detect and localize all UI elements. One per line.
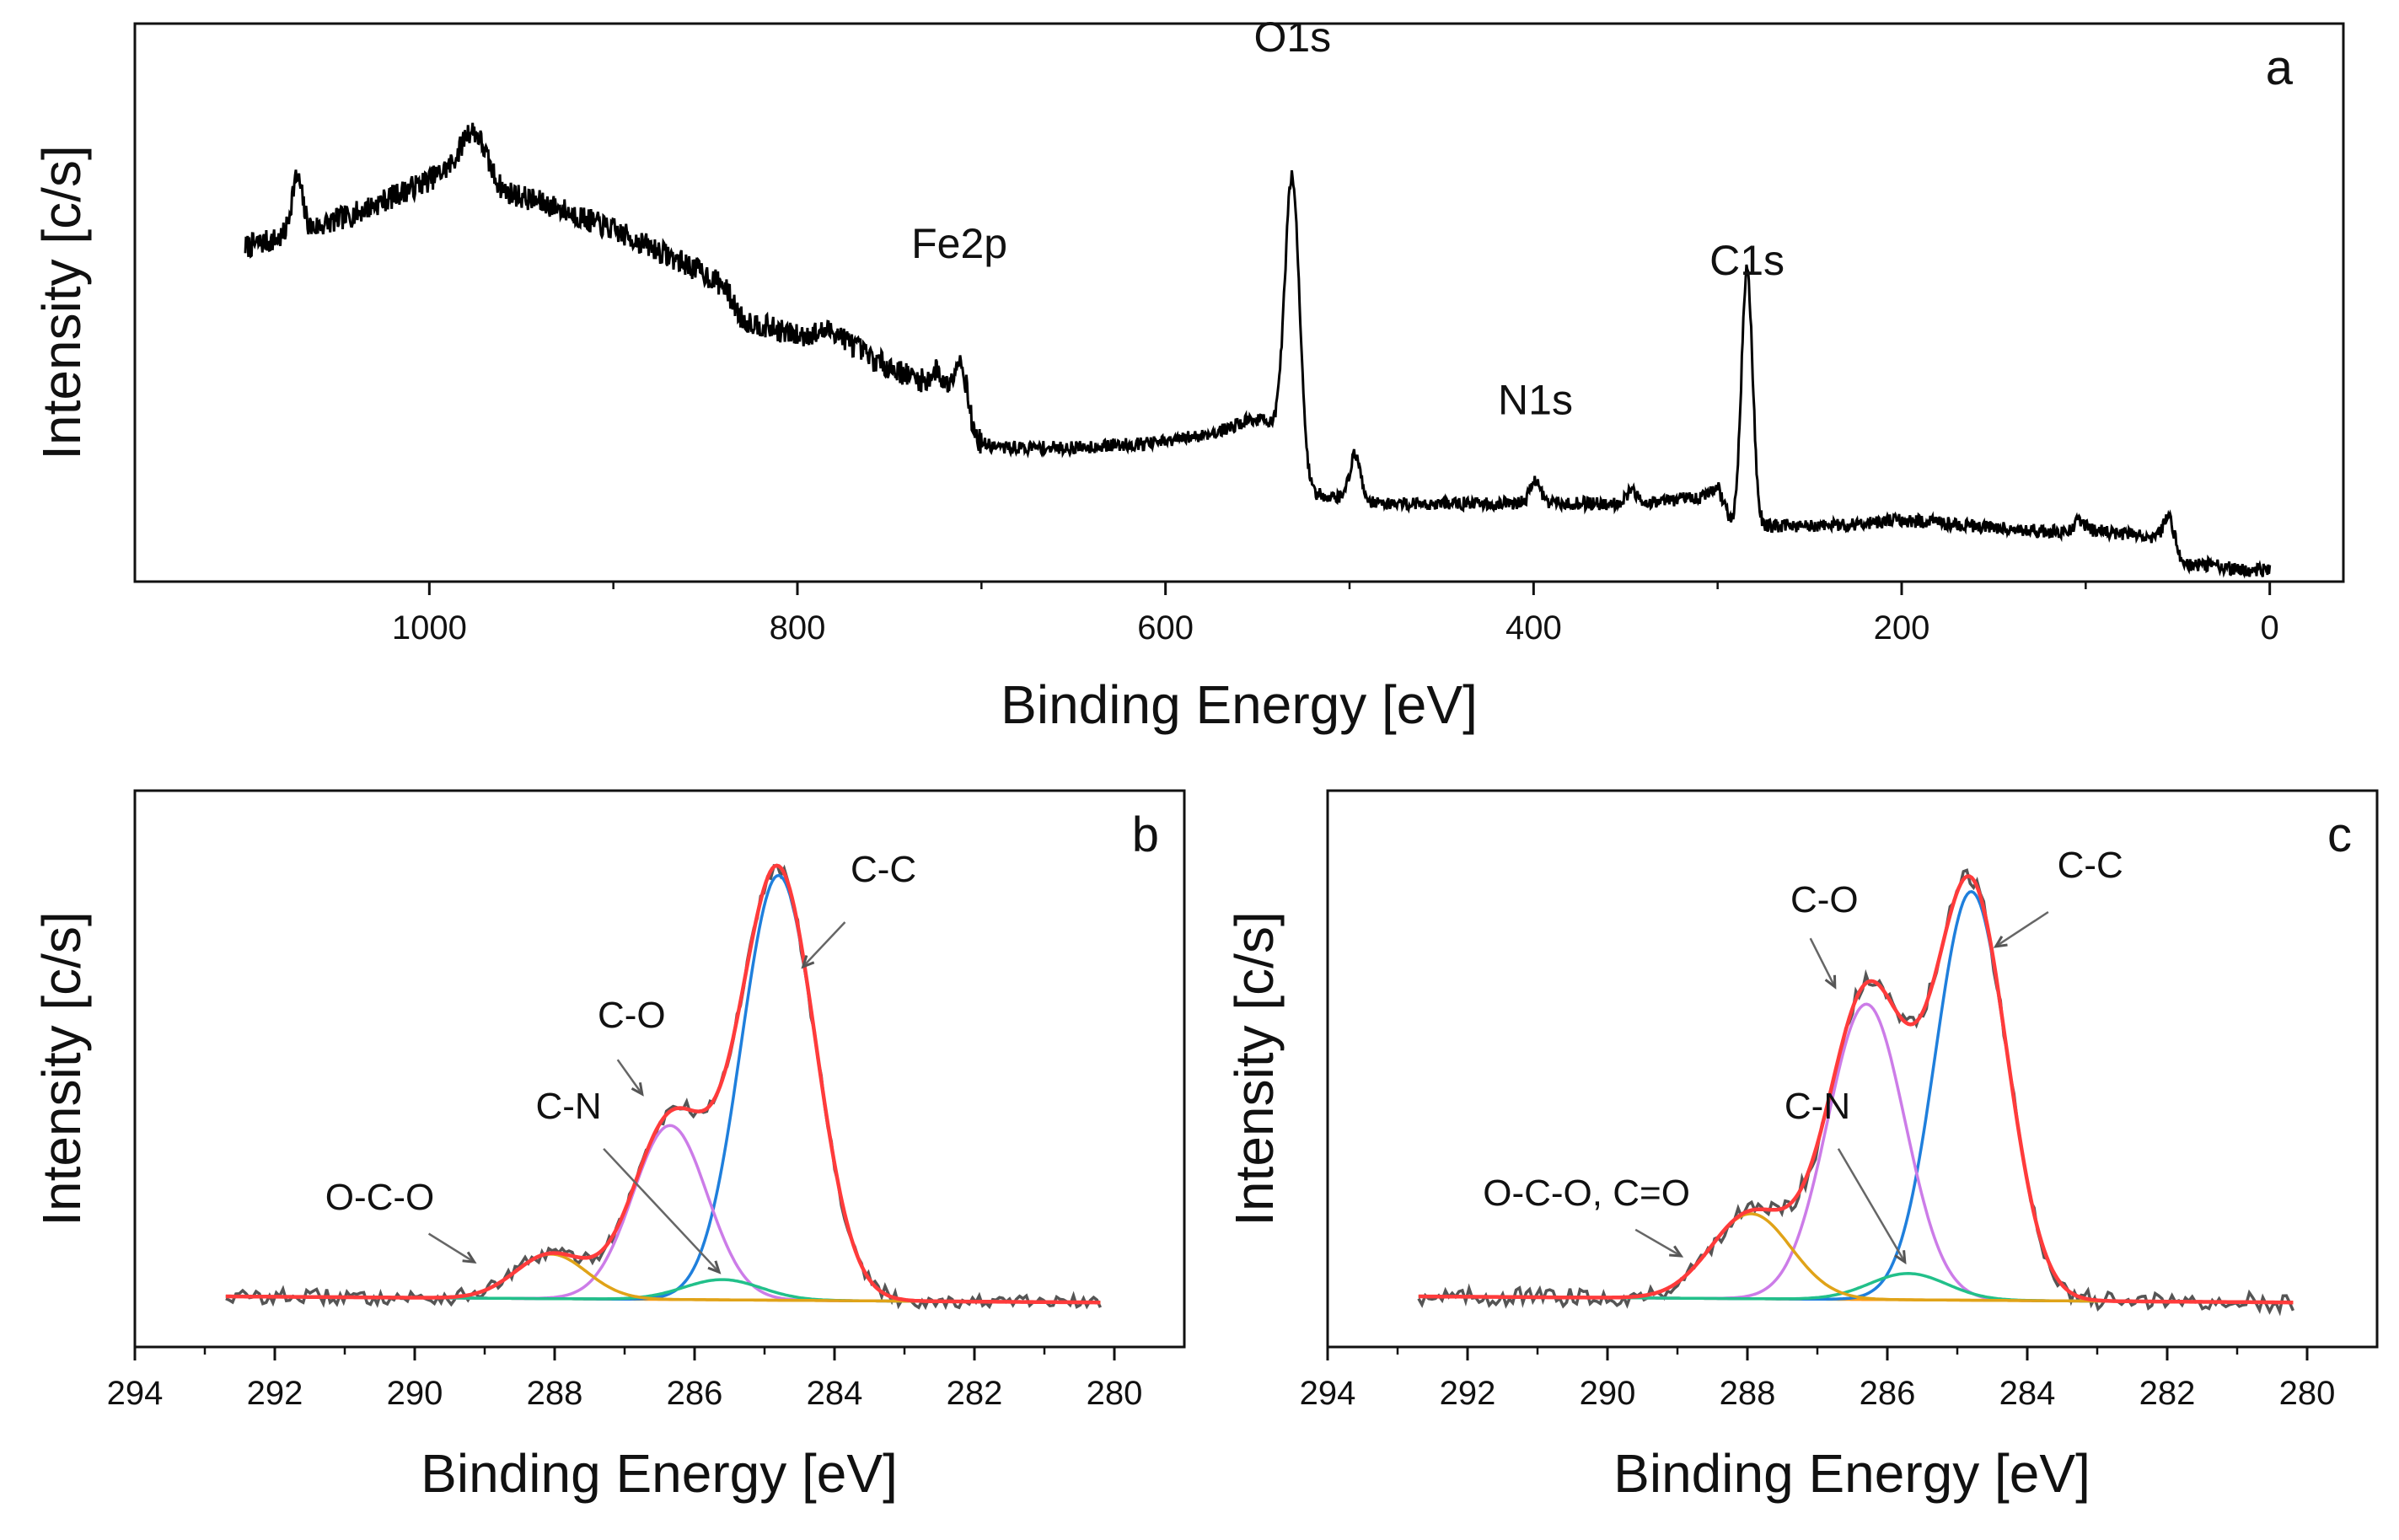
panel-a: a Intensity [c/s] Binding Energy [eV] 10… — [31, 13, 2345, 735]
fit-curves-c — [1417, 868, 2295, 1317]
x-tick-label-a-200: 200 — [1874, 609, 1930, 647]
peak-label-fe2p: Fe2p — [911, 220, 1007, 267]
x-ticks-a: 1000 800 600 400 200 0 — [392, 582, 2279, 647]
y-axis-title-c: Intensity [c/s] — [1224, 911, 1285, 1226]
arrow-head-b-2 — [707, 1260, 722, 1274]
x-tick-label-c-292: 292 — [1440, 1375, 1496, 1412]
label-c-co: C-O — [1790, 879, 1859, 920]
component-labels-c: C-C C-O C-N O-C-O, C=O — [1483, 845, 2123, 1265]
arrow-head-b-0 — [801, 955, 815, 969]
envelope-fit-b — [225, 863, 1101, 1305]
x-axis-title-b: Binding Energy [eV] — [421, 1443, 898, 1504]
x-tick-label-c-290: 290 — [1580, 1375, 1636, 1412]
x-ticks-b: 294 292 290 288 286 284 282 280 — [107, 1347, 1143, 1412]
arrow-head-c-1 — [1824, 974, 1837, 990]
x-ticks-c: 294 292 290 288 286 284 282 280 — [1300, 1347, 2336, 1412]
arrow-head-c-2 — [1894, 1250, 1907, 1265]
leader-line-c-3 — [1634, 1228, 1682, 1258]
leader-line-c-2 — [1837, 1148, 1906, 1263]
y-axis-title-b: Intensity [c/s] — [31, 911, 92, 1226]
label-c-oco: O-C-O, C=O — [1483, 1172, 1690, 1214]
x-tick-label-c-294: 294 — [1300, 1375, 1356, 1412]
leader-line-b-1 — [616, 1059, 643, 1095]
panel-letter-c: c — [2327, 808, 2352, 862]
leader-line-b-0 — [802, 921, 846, 968]
plot-frame-b — [133, 789, 1186, 1349]
x-tick-label-b-294: 294 — [107, 1375, 164, 1412]
label-b-co: C-O — [598, 995, 666, 1036]
x-tick-label-b-286: 286 — [667, 1375, 723, 1412]
arrow-head-c-0 — [1993, 936, 2008, 948]
panel-c: c Intensity [c/s] Binding Energy [eV] 29… — [1224, 789, 2379, 1504]
peak-label-o1s: O1s — [1253, 13, 1331, 61]
x-tick-label-a-0: 0 — [2261, 609, 2279, 647]
peak-label-n1s: N1s — [1498, 376, 1573, 423]
label-b-cn: C-N — [535, 1086, 601, 1127]
leader-line-b-2 — [603, 1147, 720, 1274]
x-tick-label-b-284: 284 — [807, 1375, 863, 1412]
x-axis-title-a: Binding Energy [eV] — [1001, 674, 1478, 735]
x-tick-label-c-286: 286 — [1860, 1375, 1916, 1412]
label-b-cc: C-C — [851, 849, 916, 890]
x-tick-label-c-288: 288 — [1720, 1375, 1776, 1412]
x-tick-label-a-600: 600 — [1137, 609, 1194, 647]
x-axis-title-c: Binding Energy [eV] — [1613, 1443, 2090, 1504]
x-tick-label-c-282: 282 — [2139, 1375, 2196, 1412]
x-tick-label-a-1000: 1000 — [392, 609, 467, 647]
peak-annotations-a: Fe2p O1s N1s C1s — [911, 13, 1784, 423]
label-c-cn: C-N — [1784, 1086, 1850, 1127]
panel-letter-a: a — [2266, 40, 2294, 95]
plot-frame-a — [133, 22, 2345, 583]
arrow-head-b-1 — [631, 1081, 644, 1097]
x-tick-label-c-284: 284 — [1999, 1375, 2056, 1412]
x-tick-label-a-400: 400 — [1505, 609, 1562, 647]
label-b-oco: O-C-O — [325, 1177, 435, 1218]
measured-spectrum-c — [1417, 868, 2295, 1317]
x-tick-label-b-288: 288 — [527, 1375, 583, 1412]
panel-b: b Intensity [c/s] Binding Energy [eV] 29… — [31, 789, 1186, 1504]
component-labels-b: C-C C-O C-N O-C-O — [325, 849, 916, 1274]
panel-letter-b: b — [1132, 808, 1159, 862]
x-tick-label-b-280: 280 — [1087, 1375, 1143, 1412]
leader-line-c-0 — [1994, 910, 2049, 947]
x-tick-label-c-280: 280 — [2279, 1375, 2336, 1412]
y-axis-title-a: Intensity [c/s] — [31, 145, 92, 459]
plot-frame-c — [1326, 789, 2379, 1349]
peak-label-c1s: C1s — [1709, 237, 1784, 284]
x-tick-label-b-282: 282 — [947, 1375, 1003, 1412]
measured-spectrum-b — [225, 864, 1102, 1311]
x-tick-label-b-292: 292 — [247, 1375, 303, 1412]
envelope-fit-c — [1418, 874, 2294, 1305]
leader-line-c-1 — [1809, 937, 1836, 988]
label-c-cc: C-C — [2058, 845, 2123, 886]
arrow-head-b-3 — [462, 1251, 477, 1264]
arrow-head-c-3 — [1669, 1245, 1684, 1258]
x-tick-label-b-290: 290 — [387, 1375, 443, 1412]
fit-curves-b — [225, 863, 1102, 1311]
survey-spectrum-line — [244, 122, 2272, 579]
x-tick-label-a-800: 800 — [770, 609, 826, 647]
leader-line-b-3 — [427, 1232, 475, 1264]
